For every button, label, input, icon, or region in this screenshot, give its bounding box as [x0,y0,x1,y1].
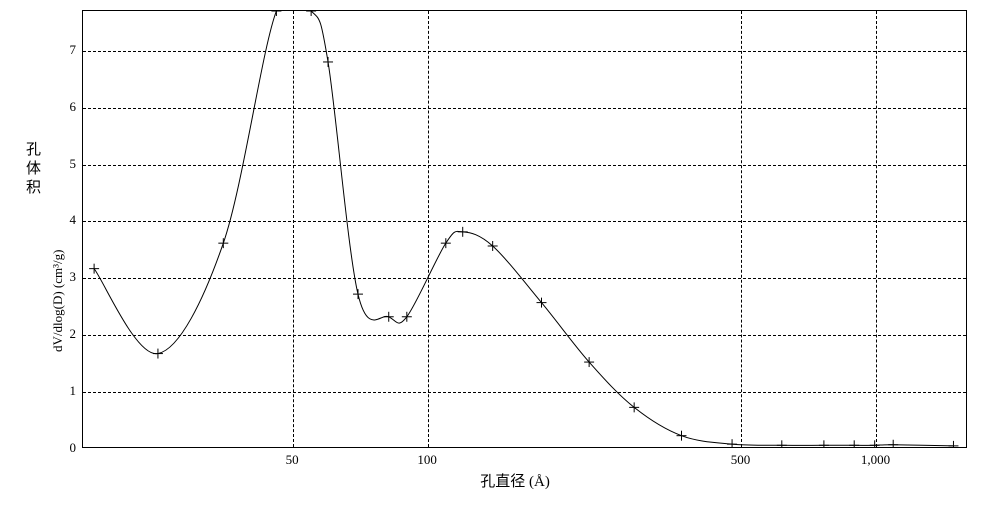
plot-area [82,10,967,448]
y-tick-label: 5 [70,156,77,172]
x-axis-label: 孔直径 (Å) [480,470,550,491]
x-tick-label: 100 [417,452,437,468]
x-tick-label: 50 [286,452,299,468]
x-tick-label: 1,000 [861,452,890,468]
y-tick-label: 7 [70,42,77,58]
y-tick-label: 0 [70,440,77,456]
y-axis-label-rotated: dV/dlog(D) (cm³/g) [50,249,66,351]
y-tick-label: 4 [70,212,77,228]
y-tick-label: 1 [70,383,77,399]
x-tick-label: 500 [731,452,751,468]
y-tick-label: 2 [70,326,77,342]
y-tick-label: 6 [70,99,77,115]
line-series [83,11,966,447]
y-tick-label: 3 [70,269,77,285]
y-axis-label-vertical: 孔体积 [22,141,43,198]
chart-container: 孔体积 dV/dlog(D) (cm³/g) 孔直径 (Å) 0 1 2 3 4 5 6 7 5… [0,0,1000,508]
